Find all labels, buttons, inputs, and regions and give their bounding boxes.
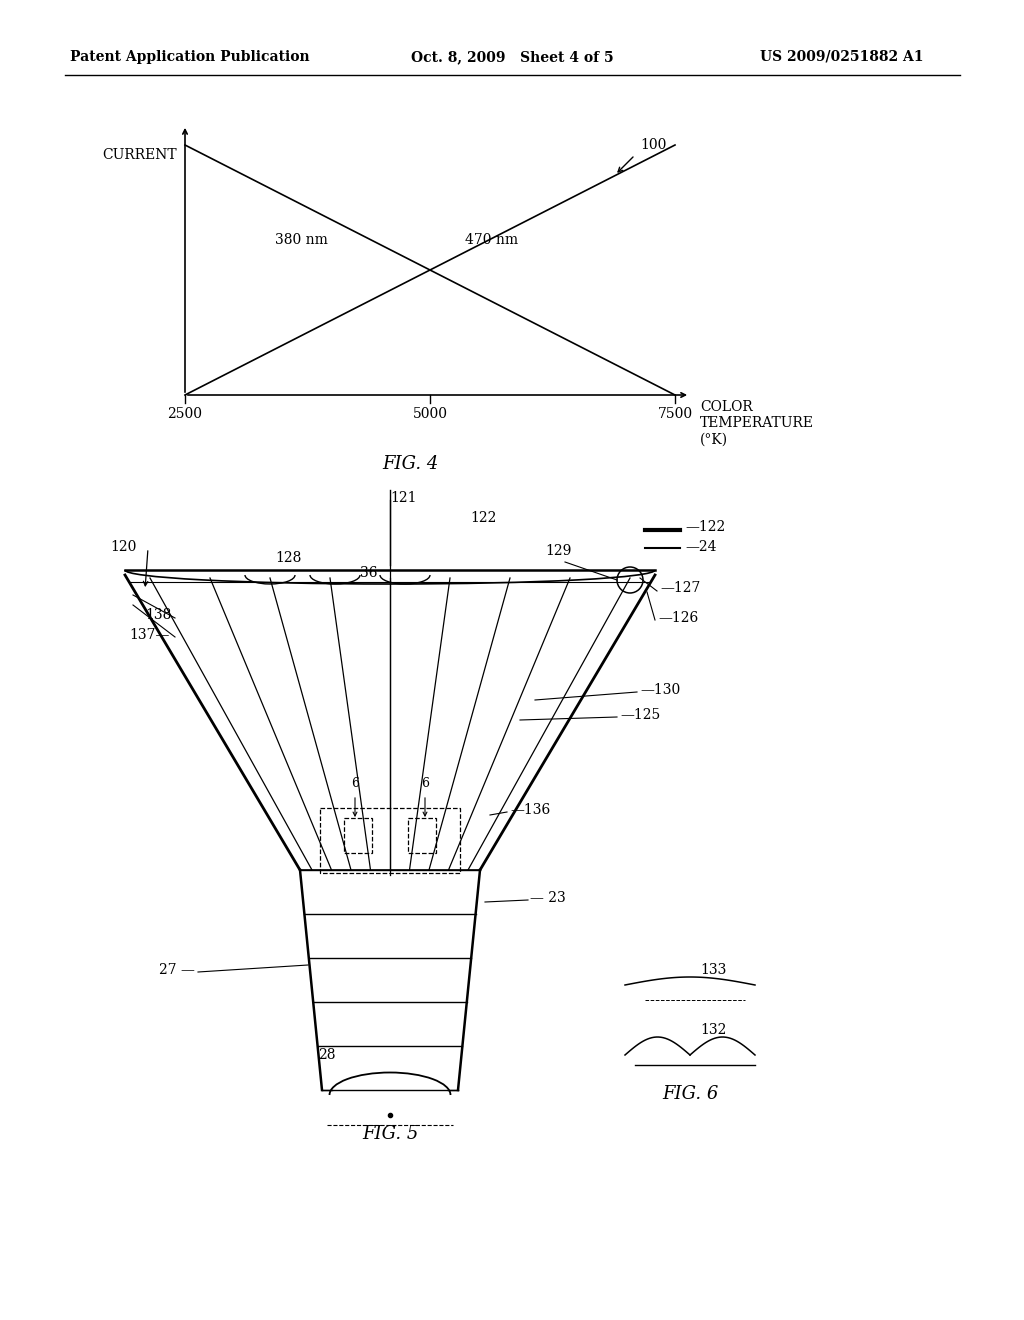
Bar <box>344 817 372 853</box>
Text: 128: 128 <box>275 550 301 565</box>
Text: —125: —125 <box>620 708 660 722</box>
Text: 120: 120 <box>110 540 136 554</box>
Text: 137—: 137— <box>130 628 170 642</box>
Text: Patent Application Publication: Patent Application Publication <box>70 50 309 63</box>
Text: 6: 6 <box>351 777 359 789</box>
Text: COLOR
TEMPERATURE
(°K): COLOR TEMPERATURE (°K) <box>700 400 814 446</box>
Text: 36: 36 <box>360 566 378 579</box>
Text: 2500: 2500 <box>168 407 203 421</box>
Text: 470 nm: 470 nm <box>465 234 518 247</box>
Text: —122: —122 <box>685 520 725 535</box>
Text: 7500: 7500 <box>657 407 692 421</box>
Text: 132: 132 <box>700 1023 726 1038</box>
Text: FIG. 5: FIG. 5 <box>361 1125 418 1143</box>
Text: 122: 122 <box>470 511 497 525</box>
Text: —24: —24 <box>685 540 717 554</box>
Text: 129: 129 <box>545 544 571 558</box>
Text: FIG. 4: FIG. 4 <box>382 455 438 473</box>
Text: —127: —127 <box>660 581 700 595</box>
Text: 133: 133 <box>700 964 726 977</box>
Text: — 23: — 23 <box>530 891 565 906</box>
Text: 6: 6 <box>421 777 429 789</box>
Bar <box>408 817 436 853</box>
Text: 5000: 5000 <box>413 407 447 421</box>
Text: 121: 121 <box>390 491 417 506</box>
Text: FIG. 6: FIG. 6 <box>662 1085 718 1104</box>
Text: —136: —136 <box>510 803 550 817</box>
Bar <box>319 808 460 873</box>
Text: 380 nm: 380 nm <box>275 234 328 247</box>
Text: —130: —130 <box>640 682 680 697</box>
Text: Oct. 8, 2009   Sheet 4 of 5: Oct. 8, 2009 Sheet 4 of 5 <box>411 50 613 63</box>
Text: 138: 138 <box>145 609 171 622</box>
Text: 28: 28 <box>318 1048 336 1063</box>
Text: 100: 100 <box>640 139 667 152</box>
Text: CURRENT: CURRENT <box>102 148 177 162</box>
Text: US 2009/0251882 A1: US 2009/0251882 A1 <box>760 50 924 63</box>
Text: 27 —: 27 — <box>159 964 195 977</box>
Text: —126: —126 <box>658 611 698 624</box>
